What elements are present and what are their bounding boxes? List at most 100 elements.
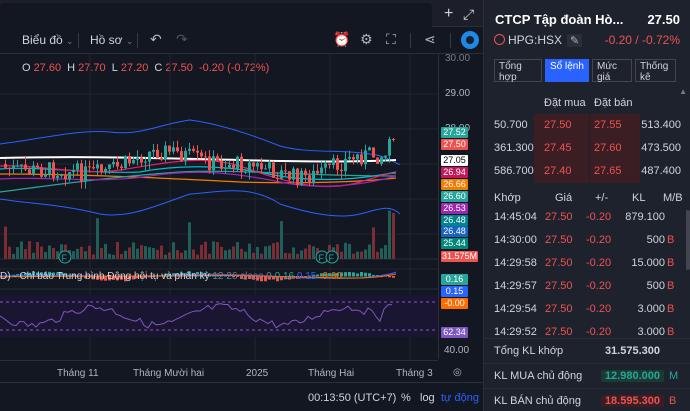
macd-bar — [32, 271, 35, 277]
gear-icon[interactable]: ⚙ — [360, 31, 373, 47]
volume-bar — [92, 254, 95, 259]
volume-bar — [48, 245, 51, 259]
match-row[interactable]: 14:30:00 27.50 -0.20 500 B — [484, 230, 690, 253]
col-price: Giá — [555, 192, 573, 204]
summary-label: KL BÁN chủ động — [494, 395, 582, 407]
match-row[interactable]: 14:29:58 27.50 -0.20 15.000 B — [484, 253, 690, 276]
candle-body — [116, 161, 119, 167]
candle-body — [136, 157, 139, 160]
price-tag: 26.66 — [441, 179, 468, 190]
match-row[interactable]: 14:29:52 27.50 -0.20 3.000 B — [484, 322, 690, 345]
candle-body — [96, 164, 99, 169]
price-tag: 26.48 — [441, 226, 468, 237]
rsi-tag: 62.34 — [441, 327, 468, 338]
macd-bar — [340, 272, 343, 277]
volume-bar — [308, 244, 311, 259]
tab-price-levels[interactable]: Mức giá — [592, 59, 632, 83]
expand-icon[interactable]: ⤢ — [463, 6, 475, 22]
volume-bar — [128, 247, 131, 259]
price-tag: 25.44 — [441, 238, 468, 249]
macd-bar — [268, 276, 271, 280]
ohlc-legend: O 27.60 H 27.70 L 27.20 C 27.50 -0.20 (-0.72… — [22, 62, 272, 74]
add-tab-button[interactable]: + — [444, 5, 454, 22]
price-change: -0.20 / -0.72% — [604, 33, 680, 47]
ma-white — [0, 156, 397, 163]
volume-bar — [32, 252, 35, 259]
open-value: 27.60 — [33, 62, 62, 74]
indicators-button[interactable]: Biểu đồ ⌄ — [22, 33, 74, 47]
price-chart[interactable]: F F F — [0, 54, 438, 360]
volume-bar — [268, 245, 271, 259]
macd-bar — [136, 276, 139, 279]
time-axis-settings-icon[interactable]: ◎ — [453, 367, 462, 378]
share-icon[interactable]: ⋖ — [424, 31, 436, 47]
svg-text:F: F — [319, 253, 325, 263]
volume-bar — [392, 212, 395, 259]
undo-icon[interactable]: ↶ — [150, 31, 162, 47]
scroll-up-icon[interactable]: ▲ — [679, 87, 687, 96]
ask-depth-bar — [590, 137, 640, 160]
candle-body — [240, 156, 243, 173]
alert-icon[interactable]: ⏰ — [333, 31, 351, 47]
log-toggle[interactable]: log — [420, 392, 435, 404]
candle-body — [332, 158, 335, 165]
macd-bar — [252, 276, 255, 280]
macd-legend[interactable]: D) · Chỉ báo Trung bình Động hội tụ và p… — [0, 271, 342, 282]
match-change: -0.20 — [586, 234, 612, 246]
time-tick: 2025 — [246, 368, 269, 379]
low-label: L — [111, 62, 118, 74]
time-axis[interactable]: Tháng 11 Tháng Mười hai 2025 Tháng Hai T… — [0, 360, 462, 382]
tab-orderbook[interactable]: Sổ lệnh — [545, 59, 589, 82]
svg-text:F: F — [329, 253, 335, 263]
candle-body — [248, 162, 251, 172]
orderbook-row[interactable]: 50.700 27.50 27.55 513.400 — [484, 114, 690, 137]
orderbook-row[interactable]: 361.300 27.45 27.60 473.500 — [484, 137, 690, 160]
orderbook-row[interactable]: 586.700 27.40 27.65 487.400 — [484, 160, 690, 183]
scrollbar[interactable] — [686, 210, 690, 270]
redo-icon[interactable]: ↷ — [176, 31, 188, 47]
price-tick: 29.00 — [445, 88, 471, 99]
volume-bar — [120, 253, 123, 259]
volume-bar — [252, 252, 255, 259]
macd-bar — [112, 276, 115, 280]
volume-bar — [384, 245, 387, 259]
match-row[interactable]: 14:45:04 27.50 -0.20 879.100 — [484, 207, 690, 230]
chart-tab[interactable] — [0, 3, 432, 27]
chart-area[interactable]: + ⤢ Biểu đồ ⌄ Hồ sơ ⌄ ↶ ↷ ⏰ ⚙ ⛶ ⋖ O 27.60… — [0, 0, 483, 411]
candle-body — [264, 168, 267, 170]
volume-bar — [220, 246, 223, 259]
match-change: -0.20 — [586, 257, 612, 269]
symbol-row[interactable]: HPG:HSX ✎ — [494, 33, 583, 47]
volume-bar — [140, 245, 143, 259]
match-row[interactable]: 14:29:57 27.50 -0.20 500 B — [484, 276, 690, 299]
tab-statistics[interactable]: Thống kê — [635, 59, 676, 83]
summary-row: KL BÁN chủ động 18.595.300 B — [484, 388, 690, 411]
clock[interactable]: 00:13:50 (UTC+7) — [308, 392, 397, 404]
volume-bar — [344, 242, 347, 259]
macd-bar — [256, 276, 259, 281]
macd-bar — [44, 272, 47, 277]
percent-toggle[interactable]: % — [401, 392, 411, 404]
candle-body — [252, 162, 255, 167]
volume-bar — [132, 242, 135, 259]
bid-depth-bar — [534, 160, 589, 183]
volume-bar — [188, 222, 191, 259]
fullscreen-icon[interactable]: ⛶ — [386, 31, 396, 47]
volume-bar — [136, 248, 139, 259]
time-tick: Tháng Hai — [308, 368, 355, 379]
volume-bar — [24, 249, 27, 259]
volume-bar — [180, 252, 183, 259]
auto-toggle[interactable]: tự động — [441, 392, 479, 404]
volume-bar — [52, 248, 55, 259]
pencil-icon[interactable]: ✎ — [567, 34, 583, 47]
volume-bar — [200, 244, 203, 259]
macd-bar — [344, 272, 347, 277]
macd-bar — [52, 272, 55, 277]
volume-tag: 31.575M — [441, 251, 478, 262]
candle-body — [380, 157, 383, 164]
macd-bar — [284, 276, 287, 280]
match-row[interactable]: 14:29:54 27.50 -0.20 3.000 B — [484, 299, 690, 322]
profile-button[interactable]: Hồ sơ ⌄ — [90, 33, 133, 47]
tab-summary[interactable]: Tổng hợp — [494, 59, 542, 83]
macd-bar — [24, 272, 27, 277]
